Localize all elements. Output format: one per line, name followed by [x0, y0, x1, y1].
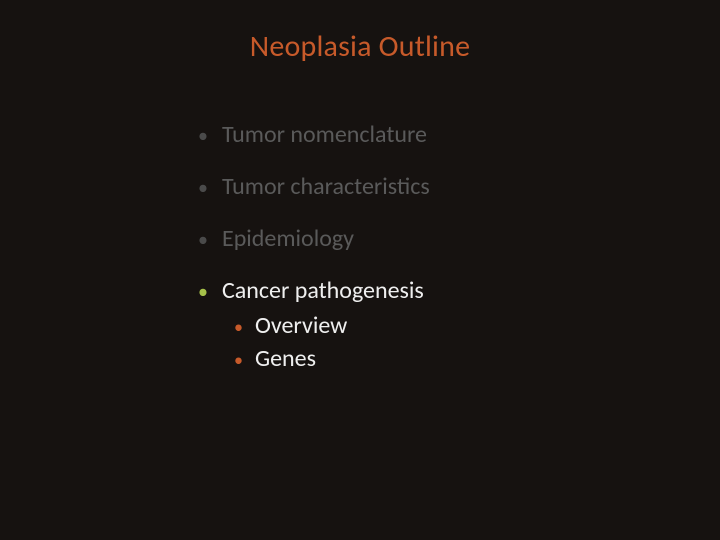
slide-title: Neoplasia Outline [0, 28, 720, 65]
list-item: • Tumor nomenclature [198, 120, 598, 150]
bullet-icon: • [198, 282, 208, 302]
bullet-icon: • [234, 318, 243, 336]
bullet-icon: • [198, 178, 208, 198]
sub-list: • Overview • Genes [234, 310, 598, 374]
sub-list-item-label: Overview [255, 310, 347, 341]
bullet-icon: • [234, 351, 243, 369]
list-item: • Tumor characteristics [198, 172, 598, 202]
sub-list-item: • Overview [234, 310, 598, 341]
sub-list-item: • Genes [234, 343, 598, 374]
list-item-label: Tumor nomenclature [222, 120, 427, 150]
slide: Neoplasia Outline • Tumor nomenclature •… [0, 0, 720, 540]
list-item-label: Cancer pathogenesis [222, 276, 424, 306]
list-item-active-group: • Cancer pathogenesis • Overview • Genes [198, 276, 598, 374]
list-item-label: Epidemiology [222, 224, 354, 254]
list-item: • Epidemiology [198, 224, 598, 254]
list-item: • Cancer pathogenesis [198, 276, 598, 306]
list-item-label: Tumor characteristics [222, 172, 430, 202]
outline-list: • Tumor nomenclature • Tumor characteris… [198, 120, 598, 376]
bullet-icon: • [198, 230, 208, 250]
sub-list-item-label: Genes [255, 343, 316, 374]
bullet-icon: • [198, 126, 208, 146]
